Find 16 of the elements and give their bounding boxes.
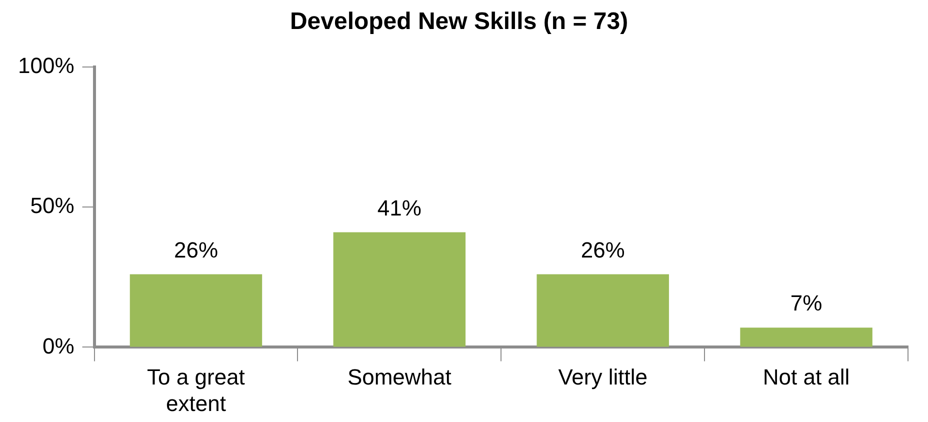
bar <box>333 232 466 347</box>
chart-title: Developed New Skills (n = 73) <box>290 8 628 36</box>
data-label: 26% <box>174 237 218 262</box>
y-tick-label: 100% <box>18 52 74 78</box>
y-tick-label: 0% <box>42 333 74 358</box>
bar <box>740 328 872 347</box>
bar <box>536 274 669 347</box>
data-label: 26% <box>580 237 625 262</box>
x-tick-label: Not at all <box>762 364 850 390</box>
x-tick-label: Very little <box>558 364 648 390</box>
y-tick-label: 50% <box>30 193 74 218</box>
bar <box>130 274 262 347</box>
x-tick-label: To a great extent <box>147 364 245 416</box>
data-label: 41% <box>377 195 422 220</box>
x-tick-label: Somewhat <box>347 364 452 390</box>
data-label: 7% <box>790 290 822 316</box>
